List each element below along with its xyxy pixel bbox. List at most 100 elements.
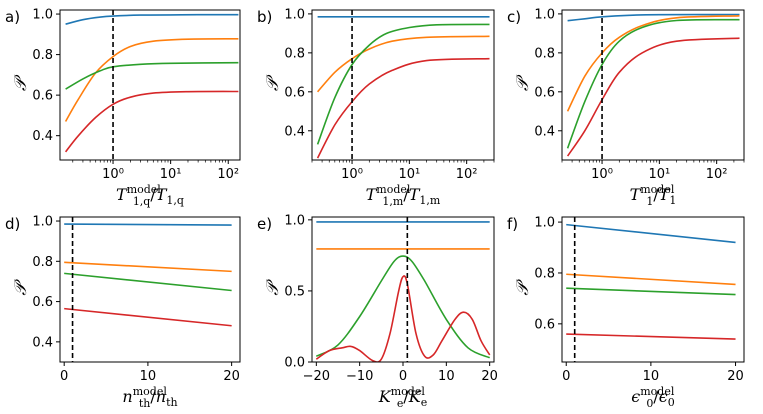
y-axis-label: 𝒫 (11, 74, 31, 91)
panel-label: f) (507, 215, 518, 233)
x-tick-label: 10⁰ (591, 167, 613, 182)
y-tick-label: 0.8 (534, 46, 555, 61)
y-tick-label: 0.6 (534, 85, 555, 100)
y-axis-label: 𝒫 (263, 74, 283, 91)
y-tick-label: 1.0 (534, 7, 555, 22)
y-tick-label: 0.6 (284, 85, 305, 100)
series-orange-line (64, 261, 232, 273)
series-green-line (315, 255, 491, 359)
panel-e: 0.0 0.5 1.0 −20 −10 0 10 20 e) 𝒫 Kmodel e/Ke (257, 213, 498, 410)
x-tick-label: 10² (456, 167, 478, 182)
series-blue-line (566, 223, 736, 244)
x-axis-label: Tmodel 1,m/T1,m (366, 183, 441, 208)
series-group (316, 15, 490, 159)
series-green-line (64, 272, 232, 292)
y-tick-label: 0.8 (534, 266, 555, 281)
x-tick-label: 0 (562, 369, 570, 384)
x-tick-label: −20 (303, 369, 330, 384)
x-tick-label: 20 (727, 369, 744, 384)
x-axis-label: ϵmodel 0/ϵ0 (631, 385, 675, 410)
x-tick-label: 10¹ (160, 167, 182, 182)
series-group (64, 223, 232, 327)
series-green-line (316, 23, 490, 145)
y-tick-label: 0.0 (284, 356, 305, 371)
y-axis-label: 𝒫 (263, 279, 283, 296)
x-tick-label: −10 (346, 369, 373, 384)
x-tick-label: 20 (223, 369, 240, 384)
x-tick-label: 0 (60, 369, 68, 384)
y-tick-label: 0.6 (534, 317, 555, 332)
y-tick-label: 1.0 (284, 213, 305, 228)
y-tick-label: 1.0 (32, 8, 53, 23)
x-axis-label: nmodel th/nth (122, 385, 177, 410)
series-red-line (566, 37, 740, 157)
x-axis-label: Kmodel e/Ke (378, 385, 427, 410)
panel-c: 0.4 0.6 0.8 1.0 10⁰ 10¹ 10² c) 𝒫 Tmodel 1/T1 (507, 7, 745, 208)
y-axis-label: 𝒫 (513, 279, 533, 296)
series-orange-line (566, 15, 740, 112)
panel-label: b) (257, 8, 272, 26)
axes-frame (561, 216, 745, 363)
panel-label: d) (5, 215, 20, 233)
y-axis-label: 𝒫 (513, 74, 533, 91)
series-group (566, 13, 740, 157)
x-tick-label: 10⁰ (102, 167, 124, 182)
y-tick-label: 1.0 (534, 216, 555, 231)
x-axis-label: Tmodel 1/T1 (630, 183, 677, 208)
series-blue-line (64, 223, 232, 226)
series-green-line (566, 18, 740, 149)
axes-frame (311, 9, 495, 161)
x-tick-label: 10 (643, 369, 660, 384)
series-red-line (316, 57, 490, 159)
series-group (64, 13, 239, 153)
series-orange-line (64, 38, 239, 122)
x-tick-label: 10⁰ (341, 167, 363, 182)
series-red-line (64, 90, 239, 153)
y-tick-label: 0.4 (32, 129, 53, 144)
y-tick-label: 0.8 (32, 255, 53, 270)
series-red-line (64, 307, 232, 327)
series-green-line (566, 287, 736, 296)
x-tick-label: 10 (438, 369, 455, 384)
x-axis-label: Tmodel 1,q/T1,q (116, 183, 184, 208)
panel-label: a) (5, 8, 20, 26)
x-tick-label: 10² (706, 167, 728, 182)
y-tick-label: 0.4 (284, 124, 305, 139)
y-tick-label: 0.4 (32, 335, 53, 350)
y-tick-label: 0.8 (284, 46, 305, 61)
x-tick-label: 10¹ (398, 167, 420, 182)
y-tick-label: 0.5 (284, 284, 305, 299)
y-tick-label: 0.6 (32, 295, 53, 310)
y-tick-label: 0.6 (32, 89, 53, 104)
series-group (315, 221, 491, 362)
panel-label: e) (257, 215, 272, 233)
y-tick-label: 0.8 (32, 48, 53, 63)
axes-frame (561, 9, 745, 161)
x-tick-label: 10² (217, 167, 239, 182)
axes-frame (59, 9, 241, 161)
y-tick-label: 0.4 (534, 124, 555, 139)
axes-frame (59, 216, 241, 363)
series-orange-line (316, 35, 490, 93)
axes-frame (311, 216, 495, 363)
x-tick-label: 0 (399, 369, 407, 384)
x-tick-label: 20 (481, 369, 498, 384)
series-group (566, 223, 736, 340)
y-axis-label: 𝒫 (11, 279, 31, 296)
series-red-line (566, 333, 736, 340)
series-blue-line (65, 13, 239, 25)
y-tick-label: 1.0 (284, 7, 305, 22)
y-tick-label: 1.0 (32, 215, 53, 230)
panel-a: 0.4 0.6 0.8 1.0 10⁰ 10¹ 10² a) 𝒫 Tmodel 1,q/T1,q (5, 8, 241, 208)
panel-label: c) (507, 8, 521, 26)
series-red-line (315, 275, 491, 362)
series-green-line (65, 61, 239, 90)
series-blue-line (567, 13, 740, 22)
x-tick-label: 10 (140, 369, 157, 384)
panel-b: 0.4 0.6 0.8 1.0 10⁰ 10¹ 10² b) 𝒫 Tmodel 1,m/T1,m (257, 7, 495, 208)
series-orange-line (566, 273, 736, 286)
x-tick-label: 10¹ (648, 167, 670, 182)
